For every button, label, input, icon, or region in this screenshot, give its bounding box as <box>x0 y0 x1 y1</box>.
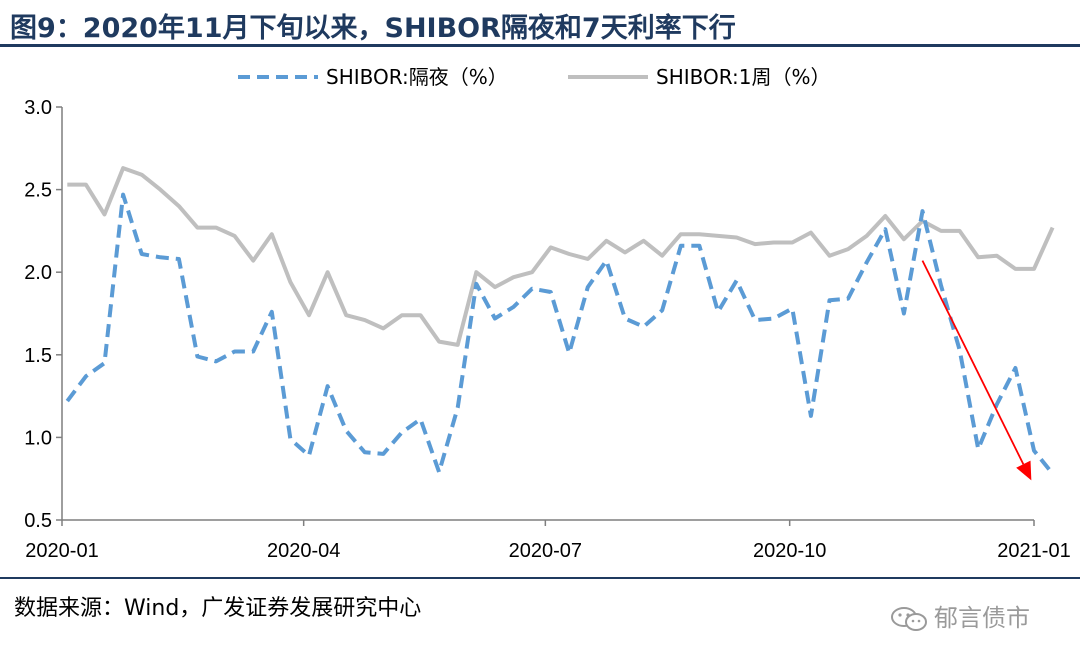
trend-arrow-head <box>1016 460 1032 481</box>
chart-title: 图9：2020年11月下旬以来，SHIBOR隔夜和7天利率下行 <box>10 13 736 44</box>
y-tick-label: 1.5 <box>24 345 52 367</box>
watermark: 郁言债市 <box>890 598 1030 633</box>
line-chart: SHIBOR:隔夜（%） SHIBOR:1周（%） 3.0 2.5 2.0 1.5 1.… <box>24 65 1071 562</box>
footer-divider <box>0 577 1080 579</box>
series-layer <box>65 166 1055 475</box>
legend-label-1week: SHIBOR:1周（%） <box>656 65 831 89</box>
x-tick-label: 2020-04 <box>267 540 340 562</box>
legend-label-overnight: SHIBOR:隔夜（%） <box>326 65 508 89</box>
annotation-layer <box>921 260 1032 481</box>
y-axis-ticks: 3.0 2.5 2.0 1.5 1.0 0.5 <box>24 97 62 532</box>
x-tick-label: 2020-10 <box>753 540 826 562</box>
series-line-overnight <box>65 192 1055 475</box>
x-tick-label: 2021-01 <box>997 540 1070 562</box>
y-tick-label: 2.5 <box>24 180 52 202</box>
series-line-1week <box>67 166 1055 347</box>
wechat-icon <box>891 607 927 631</box>
watermark-text: 郁言债市 <box>934 604 1030 632</box>
title-underline <box>0 44 1080 47</box>
legend: SHIBOR:隔夜（%） SHIBOR:1周（%） <box>238 65 831 89</box>
y-tick-label: 2.0 <box>24 262 52 284</box>
x-tick-label: 2020-07 <box>509 540 582 562</box>
y-tick-label: 0.5 <box>24 510 52 532</box>
y-tick-label: 3.0 <box>24 97 52 119</box>
y-tick-label: 1.0 <box>24 427 52 449</box>
source-note: 数据来源：Wind，广发证券发展研究中心 <box>14 596 422 621</box>
x-tick-label: 2020-01 <box>25 540 98 562</box>
x-axis-ticks: 2020-01 2020-04 2020-07 2020-10 2021-01 <box>25 520 1071 562</box>
trend-arrow-shaft <box>921 260 1025 465</box>
